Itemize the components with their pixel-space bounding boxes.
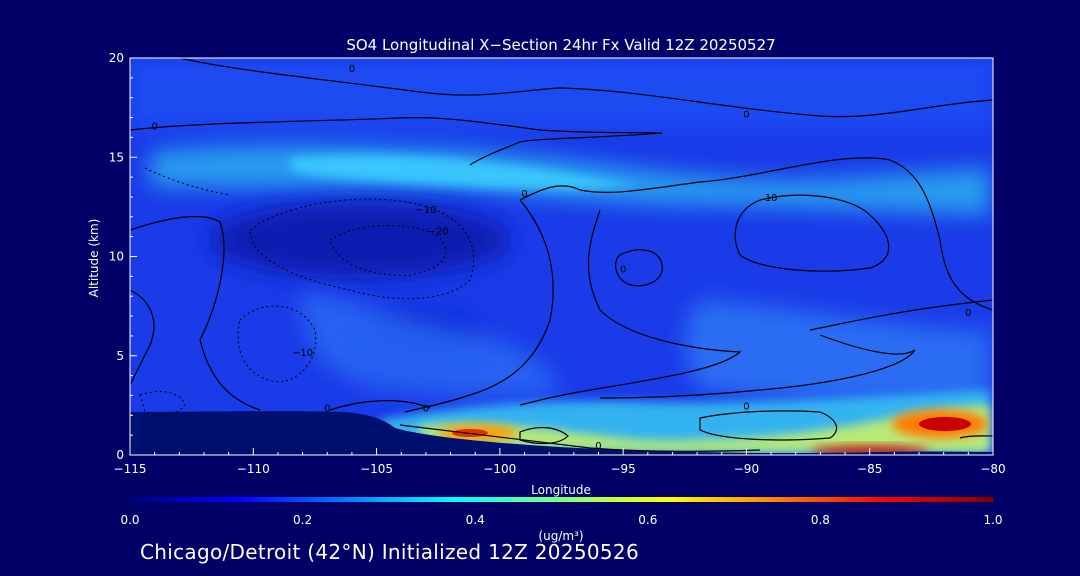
dark-bubble: [210, 202, 510, 278]
contour-label: 0: [349, 64, 355, 75]
y-tick-label: 0: [116, 448, 124, 462]
y-tick-label: 5: [116, 349, 124, 363]
colorbar-tick-label: 1.0: [983, 513, 1002, 527]
contour-label: 0: [521, 189, 527, 200]
contour-label: 0: [595, 441, 601, 452]
y-tick-label: 20: [109, 51, 124, 65]
contour-label: 0: [743, 401, 749, 412]
contour-label: −20: [428, 227, 449, 238]
x-tick-label: −105: [360, 462, 393, 476]
colorbar: 0.0 0.2 0.4 0.6 0.8 1.0 (ug/m³): [120, 497, 1002, 543]
y-tick-label: 15: [109, 150, 124, 164]
contour-label: 0: [151, 121, 157, 132]
contour-label: −10: [415, 205, 436, 216]
x-tick-label: −95: [610, 462, 635, 476]
contour-label: −10: [292, 348, 313, 359]
colorbar-tick-label: 0.0: [120, 513, 139, 527]
contour-label: 0: [423, 403, 429, 414]
x-tick-label: −110: [237, 462, 270, 476]
y-tick-label: 10: [109, 250, 124, 264]
contour-label: 0: [965, 308, 971, 319]
x-tick-label: −90: [734, 462, 759, 476]
x-tick-label: −85: [857, 462, 882, 476]
x-tick-label: −115: [114, 462, 147, 476]
colorbar-tick-label: 0.4: [466, 513, 485, 527]
contour-label: 10: [765, 193, 778, 204]
colorbar-gradient: [130, 497, 993, 502]
plot-area: 0 0 0 0 0 0 0 0 0 0 10 −10 −20 −10: [130, 58, 993, 456]
contour-label: 0: [620, 264, 626, 275]
x-tick-label: −100: [483, 462, 516, 476]
contour-label: 0: [743, 110, 749, 121]
colorbar-tick-label: 0.6: [638, 513, 657, 527]
upper-band: [130, 58, 993, 128]
colorbar-tick-label: 0.8: [811, 513, 830, 527]
x-tick-label: −80: [980, 462, 1005, 476]
footer-caption: Chicago/Detroit (42°N) Initialized 12Z 2…: [140, 540, 639, 564]
colorbar-ticks: 0.0 0.2 0.4 0.6 0.8 1.0: [120, 513, 1002, 527]
x-axis-label: Longitude: [531, 483, 591, 497]
colorbar-tick-label: 0.2: [293, 513, 312, 527]
contour-label: 0: [324, 403, 330, 414]
y-axis-label: Altitude (km): [87, 219, 101, 298]
chart-title: SO4 Longitudinal X−Section 24hr Fx Valid…: [346, 36, 775, 54]
hotspot-83w-core: [919, 417, 971, 431]
